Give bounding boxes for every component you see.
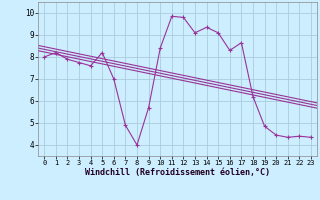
X-axis label: Windchill (Refroidissement éolien,°C): Windchill (Refroidissement éolien,°C): [85, 168, 270, 177]
